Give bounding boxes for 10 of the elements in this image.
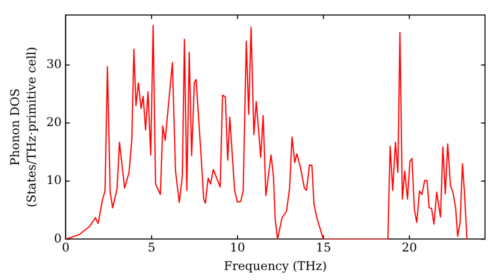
y-tick-label: 0 [54,231,62,246]
y-axis-title: Phonon DOS (States/THz·primitive cell) [8,46,38,208]
x-tick-label: 5 [148,240,156,255]
x-tick-label: 20 [402,240,418,255]
y-tick-label: 10 [46,173,62,188]
x-tick-label: 15 [316,240,332,255]
y-tick-label: 30 [46,57,62,72]
x-axis-title: Frequency (THz) [224,258,327,273]
y-tick-label: 20 [46,115,62,130]
x-tick-label: 10 [230,240,246,255]
